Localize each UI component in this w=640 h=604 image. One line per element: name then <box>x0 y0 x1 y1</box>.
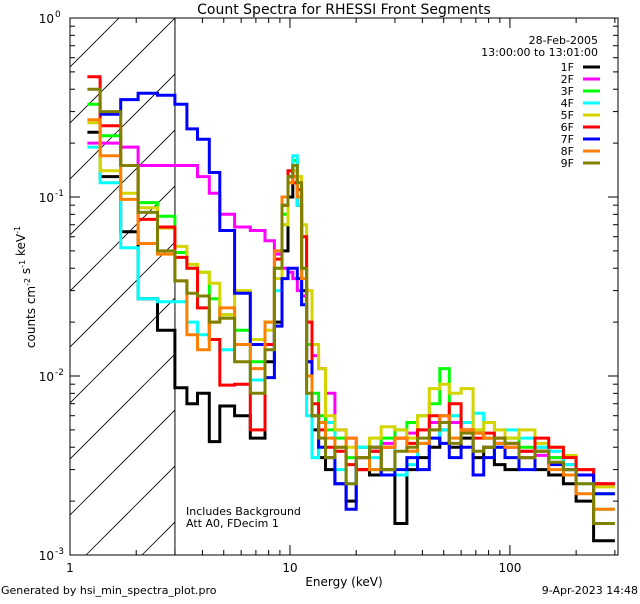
series-8F <box>87 118 615 511</box>
hatch-line <box>70 409 175 516</box>
x-tick-label: 1 <box>66 561 74 575</box>
y-label-part: s <box>19 268 33 278</box>
legend-label: 4F <box>561 97 574 110</box>
hatched-region <box>0 0 640 555</box>
series-1F <box>87 130 615 543</box>
hatch-line <box>590 0 640 555</box>
y-label-exponent: -1 <box>13 226 22 234</box>
hatch-line <box>70 185 175 292</box>
legend-label: 8F <box>561 145 574 158</box>
hatch-line <box>310 0 640 555</box>
hatch-line <box>70 353 175 460</box>
hatch-line <box>85 465 175 555</box>
annotation-attenuator: Att A0, FDecim 1 <box>186 517 279 530</box>
hatch-line <box>478 0 640 555</box>
y-label-part: counts cm <box>24 286 38 348</box>
y-label-exponent: -2 <box>23 278 32 286</box>
x-axis-label: Energy (keV) <box>305 575 382 589</box>
legend-date: 28-Feb-2005 <box>529 34 598 47</box>
hatch-line <box>0 0 86 555</box>
hatch-line <box>422 0 640 555</box>
y-tick-base: 10 <box>39 12 54 26</box>
y-label-exponent: -1 <box>18 260 27 268</box>
plot-frame <box>69 17 619 556</box>
y-axis-label: counts cm-2 s-1 keV-1 <box>13 226 38 348</box>
hatch-line <box>70 241 175 348</box>
hatch-line <box>254 0 640 555</box>
y-tick-label: 10 <box>39 370 54 384</box>
y-label-part: keV <box>14 233 28 260</box>
legend-label: 2F <box>561 73 574 86</box>
x-tick-label: 10 <box>282 561 297 575</box>
series-7F <box>100 91 615 511</box>
y-tick-exponent: -2 <box>55 368 64 378</box>
y-tick-exponent: 0 <box>55 10 61 20</box>
y-tick-label: 10 <box>39 191 54 205</box>
legend-label: 1F <box>561 61 574 74</box>
x-tick-label: 100 <box>498 561 521 575</box>
footer-date: 9-Apr-2023 14:48 <box>542 584 638 597</box>
legend-label: 3F <box>561 85 574 98</box>
y-tick-exponent: -3 <box>55 547 64 557</box>
footer-generated-by: Generated by hsi_min_spectra_plot.pro <box>1 584 217 597</box>
y-tick-base: 10 <box>39 549 54 563</box>
y-tick-exponent: -1 <box>55 189 64 199</box>
y-tick-label: 10 <box>39 12 54 26</box>
legend-time-range: 13:00:00 to 13:01:00 <box>481 46 598 59</box>
y-tick-label: 10 <box>39 549 54 563</box>
hatch-line <box>70 73 175 180</box>
legend-label: 6F <box>561 121 574 134</box>
series-9F <box>87 87 615 525</box>
legend-label: 5F <box>561 109 574 122</box>
y-tick-base: 10 <box>39 370 54 384</box>
legend-label: 9F <box>561 157 574 170</box>
legend-label: 7F <box>561 133 574 146</box>
chart-title: Count Spectra for RHESSI Front Segments <box>197 2 491 18</box>
annotation-background: Includes Background <box>186 505 301 518</box>
hatch-line <box>70 18 175 124</box>
series-6F <box>87 75 615 486</box>
series-5F <box>87 121 615 489</box>
y-tick-base: 10 <box>39 191 54 205</box>
hatch-line <box>70 129 175 236</box>
